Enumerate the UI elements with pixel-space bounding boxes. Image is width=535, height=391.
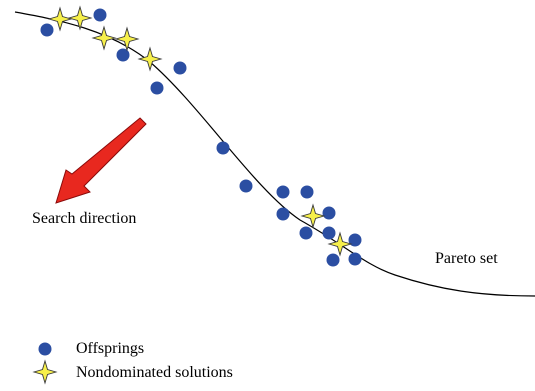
arrow-icon — [55, 117, 147, 204]
legend-nondominated-marker — [32, 359, 58, 385]
offspring-point — [40, 23, 54, 37]
nondominated-point — [137, 46, 163, 72]
nondominated-point — [327, 231, 353, 257]
offspring-point — [216, 141, 230, 155]
offspring-point — [322, 206, 336, 220]
offspring-point — [173, 61, 187, 75]
offspring-point — [300, 185, 314, 199]
legend-offspring-marker — [38, 342, 52, 356]
offspring-point — [348, 233, 362, 247]
nondominated-point — [300, 203, 326, 229]
nondominated-points — [47, 5, 353, 257]
offspring-point — [150, 81, 164, 95]
offspring-point — [239, 179, 253, 193]
offspring-point — [276, 207, 290, 221]
nondominated-point — [67, 5, 93, 31]
offspring-point — [348, 252, 362, 266]
search-direction-label: Search direction — [32, 210, 137, 227]
offspring-point — [326, 253, 340, 267]
nondominated-point — [114, 26, 140, 52]
legend-nondominated-label: Nondominated solutions — [76, 364, 233, 381]
legend-markers — [32, 342, 58, 385]
offspring-point — [299, 226, 313, 240]
offspring-point — [276, 185, 290, 199]
nondominated-point — [47, 6, 73, 32]
offspring-points — [40, 8, 362, 267]
offspring-point — [93, 8, 107, 22]
search-direction-arrow — [55, 117, 147, 204]
nondominated-point — [91, 25, 117, 51]
legend-offsprings-label: Offsprings — [76, 340, 145, 357]
offspring-point — [322, 226, 336, 240]
pareto-set-label: Pareto set — [435, 250, 498, 267]
offspring-point — [116, 48, 130, 62]
